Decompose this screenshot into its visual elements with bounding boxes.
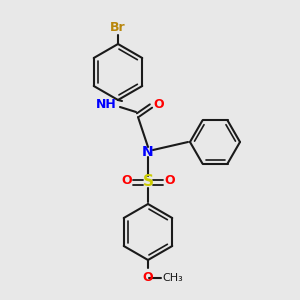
Text: N: N <box>142 145 154 159</box>
Text: NH: NH <box>96 98 117 110</box>
Text: O: O <box>143 271 153 284</box>
Text: O: O <box>164 175 175 188</box>
Text: O: O <box>122 175 132 188</box>
Text: S: S <box>142 175 154 190</box>
Text: Br: Br <box>110 21 126 34</box>
Text: O: O <box>153 98 164 110</box>
Text: CH₃: CH₃ <box>162 273 183 283</box>
